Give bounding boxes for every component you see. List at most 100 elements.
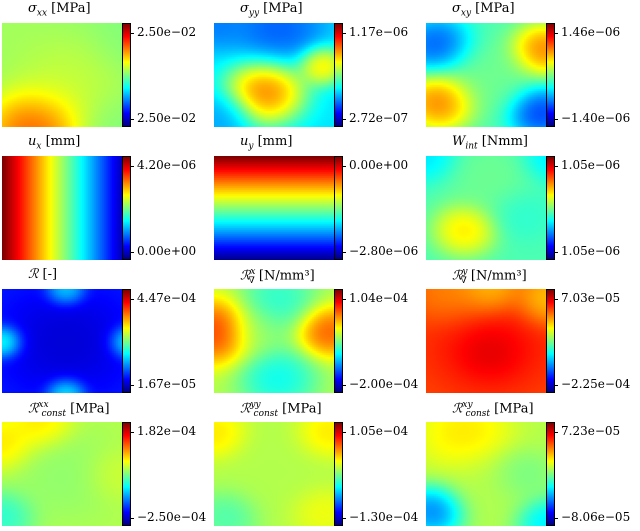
colorbar-tick-mark <box>343 299 346 300</box>
colorbar-tick-mark <box>555 432 558 433</box>
panel-title: Wint [Nmm] <box>452 134 528 152</box>
colorbar-tick-mark <box>131 33 134 34</box>
panel-unit: [MPa] <box>278 401 322 417</box>
colorbar-bottom-tick: −1.30e−04 <box>349 510 419 524</box>
panel-title: ℛx∇ [N/mm³] <box>240 267 315 286</box>
panel-unit: [mm] <box>41 134 81 149</box>
colorbar-tick-mark <box>343 166 346 167</box>
panel-symbol: u <box>28 134 37 149</box>
colorbar-tick-mark <box>131 252 134 253</box>
panel-unit: [N/mm³] <box>466 268 527 284</box>
colorbar-top-tick: 1.05e−06 <box>561 158 621 172</box>
colorbar-bottom-tick: 0.00e+00 <box>137 244 197 258</box>
colorbar-top-tick: 2.50e−02 <box>137 25 197 39</box>
colorbar-tick-mark <box>131 166 134 167</box>
colorbar-top-tick: 7.23e−05 <box>561 424 621 438</box>
contour-field <box>2 156 128 260</box>
panel-title: ℛ [-] <box>28 267 57 282</box>
panel-symbol: ℛ <box>28 401 39 417</box>
panel-superscript: xy <box>462 400 473 410</box>
colorbar-tick-mark <box>555 299 558 300</box>
panel-superscript: yy <box>250 400 261 410</box>
panel-subscript: xx <box>36 8 48 19</box>
colorbar-top-tick: 1.17e−06 <box>349 25 409 39</box>
colorbar-tick-mark <box>555 166 558 167</box>
colorbar-top-tick: 4.20e−06 <box>137 158 197 172</box>
panel-subscript: const <box>41 408 67 419</box>
contour-field <box>214 156 340 260</box>
panel-symbol: ℛ <box>240 401 251 417</box>
panel-subscript: ∇ <box>460 275 467 286</box>
panel-unit: [MPa] <box>471 1 515 16</box>
panel-unit: [N/mm³] <box>254 268 315 284</box>
colorbar <box>122 23 131 127</box>
panel-symbol: u <box>240 134 249 149</box>
colorbar-bottom-tick: 2.72e−07 <box>349 111 409 125</box>
colorbar-tick-mark <box>131 299 134 300</box>
colorbar <box>334 289 343 393</box>
colorbar-bottom-tick: 1.67e−05 <box>137 377 197 391</box>
colorbar-bottom-tick: −1.40e−06 <box>561 111 631 125</box>
colorbar <box>546 156 555 260</box>
panel-unit: [MPa] <box>66 401 110 417</box>
colorbar <box>546 422 555 526</box>
colorbar-tick-mark <box>555 385 558 386</box>
colorbar-top-tick: 1.04e−04 <box>349 291 409 305</box>
panel-symbol: W <box>452 134 466 149</box>
panel-symbol: σ <box>28 1 37 16</box>
colorbar-bottom-tick: −8.06e−05 <box>561 510 631 524</box>
colorbar <box>122 422 131 526</box>
colorbar-bottom-tick: −2.00e−04 <box>349 377 419 391</box>
panel-subscript: yy <box>248 8 260 19</box>
panel-title: σxx [MPa] <box>28 1 91 19</box>
panel-symbol: ℛ <box>240 268 251 284</box>
panel-subscript: ∇ <box>248 275 255 286</box>
colorbar <box>122 156 131 260</box>
colorbar-bottom-tick: 1.05e−06 <box>561 244 621 258</box>
panel-title: ℛyyconst [MPa] <box>240 400 322 419</box>
colorbar-top-tick: 1.46e−06 <box>561 25 621 39</box>
panel-title: ℛxyconst [MPa] <box>452 400 534 419</box>
panel-unit: [mm] <box>253 134 293 149</box>
panel-symbol: σ <box>452 1 461 16</box>
contour-field <box>426 422 552 526</box>
colorbar-tick-mark <box>343 518 346 519</box>
panel-subscript: const <box>465 408 491 419</box>
colorbar-bottom-tick: −2.25e−04 <box>561 377 631 391</box>
contour-field <box>2 289 128 393</box>
panel-unit: [-] <box>38 267 58 282</box>
panel-title: σxy [MPa] <box>452 1 515 19</box>
panel-subscript: y <box>248 141 254 152</box>
panel-unit: [MPa] <box>259 1 303 16</box>
colorbar <box>334 422 343 526</box>
colorbar-bottom-tick: 2.50e−02 <box>137 111 197 125</box>
colorbar-top-tick: 0.00e+00 <box>349 158 409 172</box>
contour-field <box>426 23 552 127</box>
panel-title: uy [mm] <box>240 134 292 152</box>
panel-title: ℛy∇ [N/mm³] <box>452 267 527 286</box>
colorbar-tick-mark <box>131 385 134 386</box>
panel-symbol: σ <box>240 1 249 16</box>
panel-symbol: ℛ <box>452 401 463 417</box>
contour-field <box>214 289 340 393</box>
panel-title: σyy [MPa] <box>240 1 303 19</box>
colorbar-tick-mark <box>343 252 346 253</box>
colorbar-tick-mark <box>131 518 134 519</box>
panel-unit: [MPa] <box>47 1 91 16</box>
colorbar-tick-mark <box>555 252 558 253</box>
colorbar-top-tick: 1.05e−04 <box>349 424 409 438</box>
colorbar-bottom-tick: −2.80e−06 <box>349 244 419 258</box>
panel-subscript: const <box>253 408 279 419</box>
colorbar-tick-mark <box>555 33 558 34</box>
colorbar-tick-mark <box>343 119 346 120</box>
colorbar-bottom-tick: −2.50e−04 <box>137 510 207 524</box>
panel-subscript: xy <box>460 8 472 19</box>
panel-title: ux [mm] <box>28 134 80 152</box>
panel-superscript: xx <box>38 400 49 410</box>
contour-field <box>426 156 552 260</box>
colorbar-tick-mark <box>343 385 346 386</box>
colorbar <box>546 289 555 393</box>
panel-superscript: x <box>250 267 256 277</box>
colorbar-tick-mark <box>343 432 346 433</box>
colorbar-tick-mark <box>343 33 346 34</box>
